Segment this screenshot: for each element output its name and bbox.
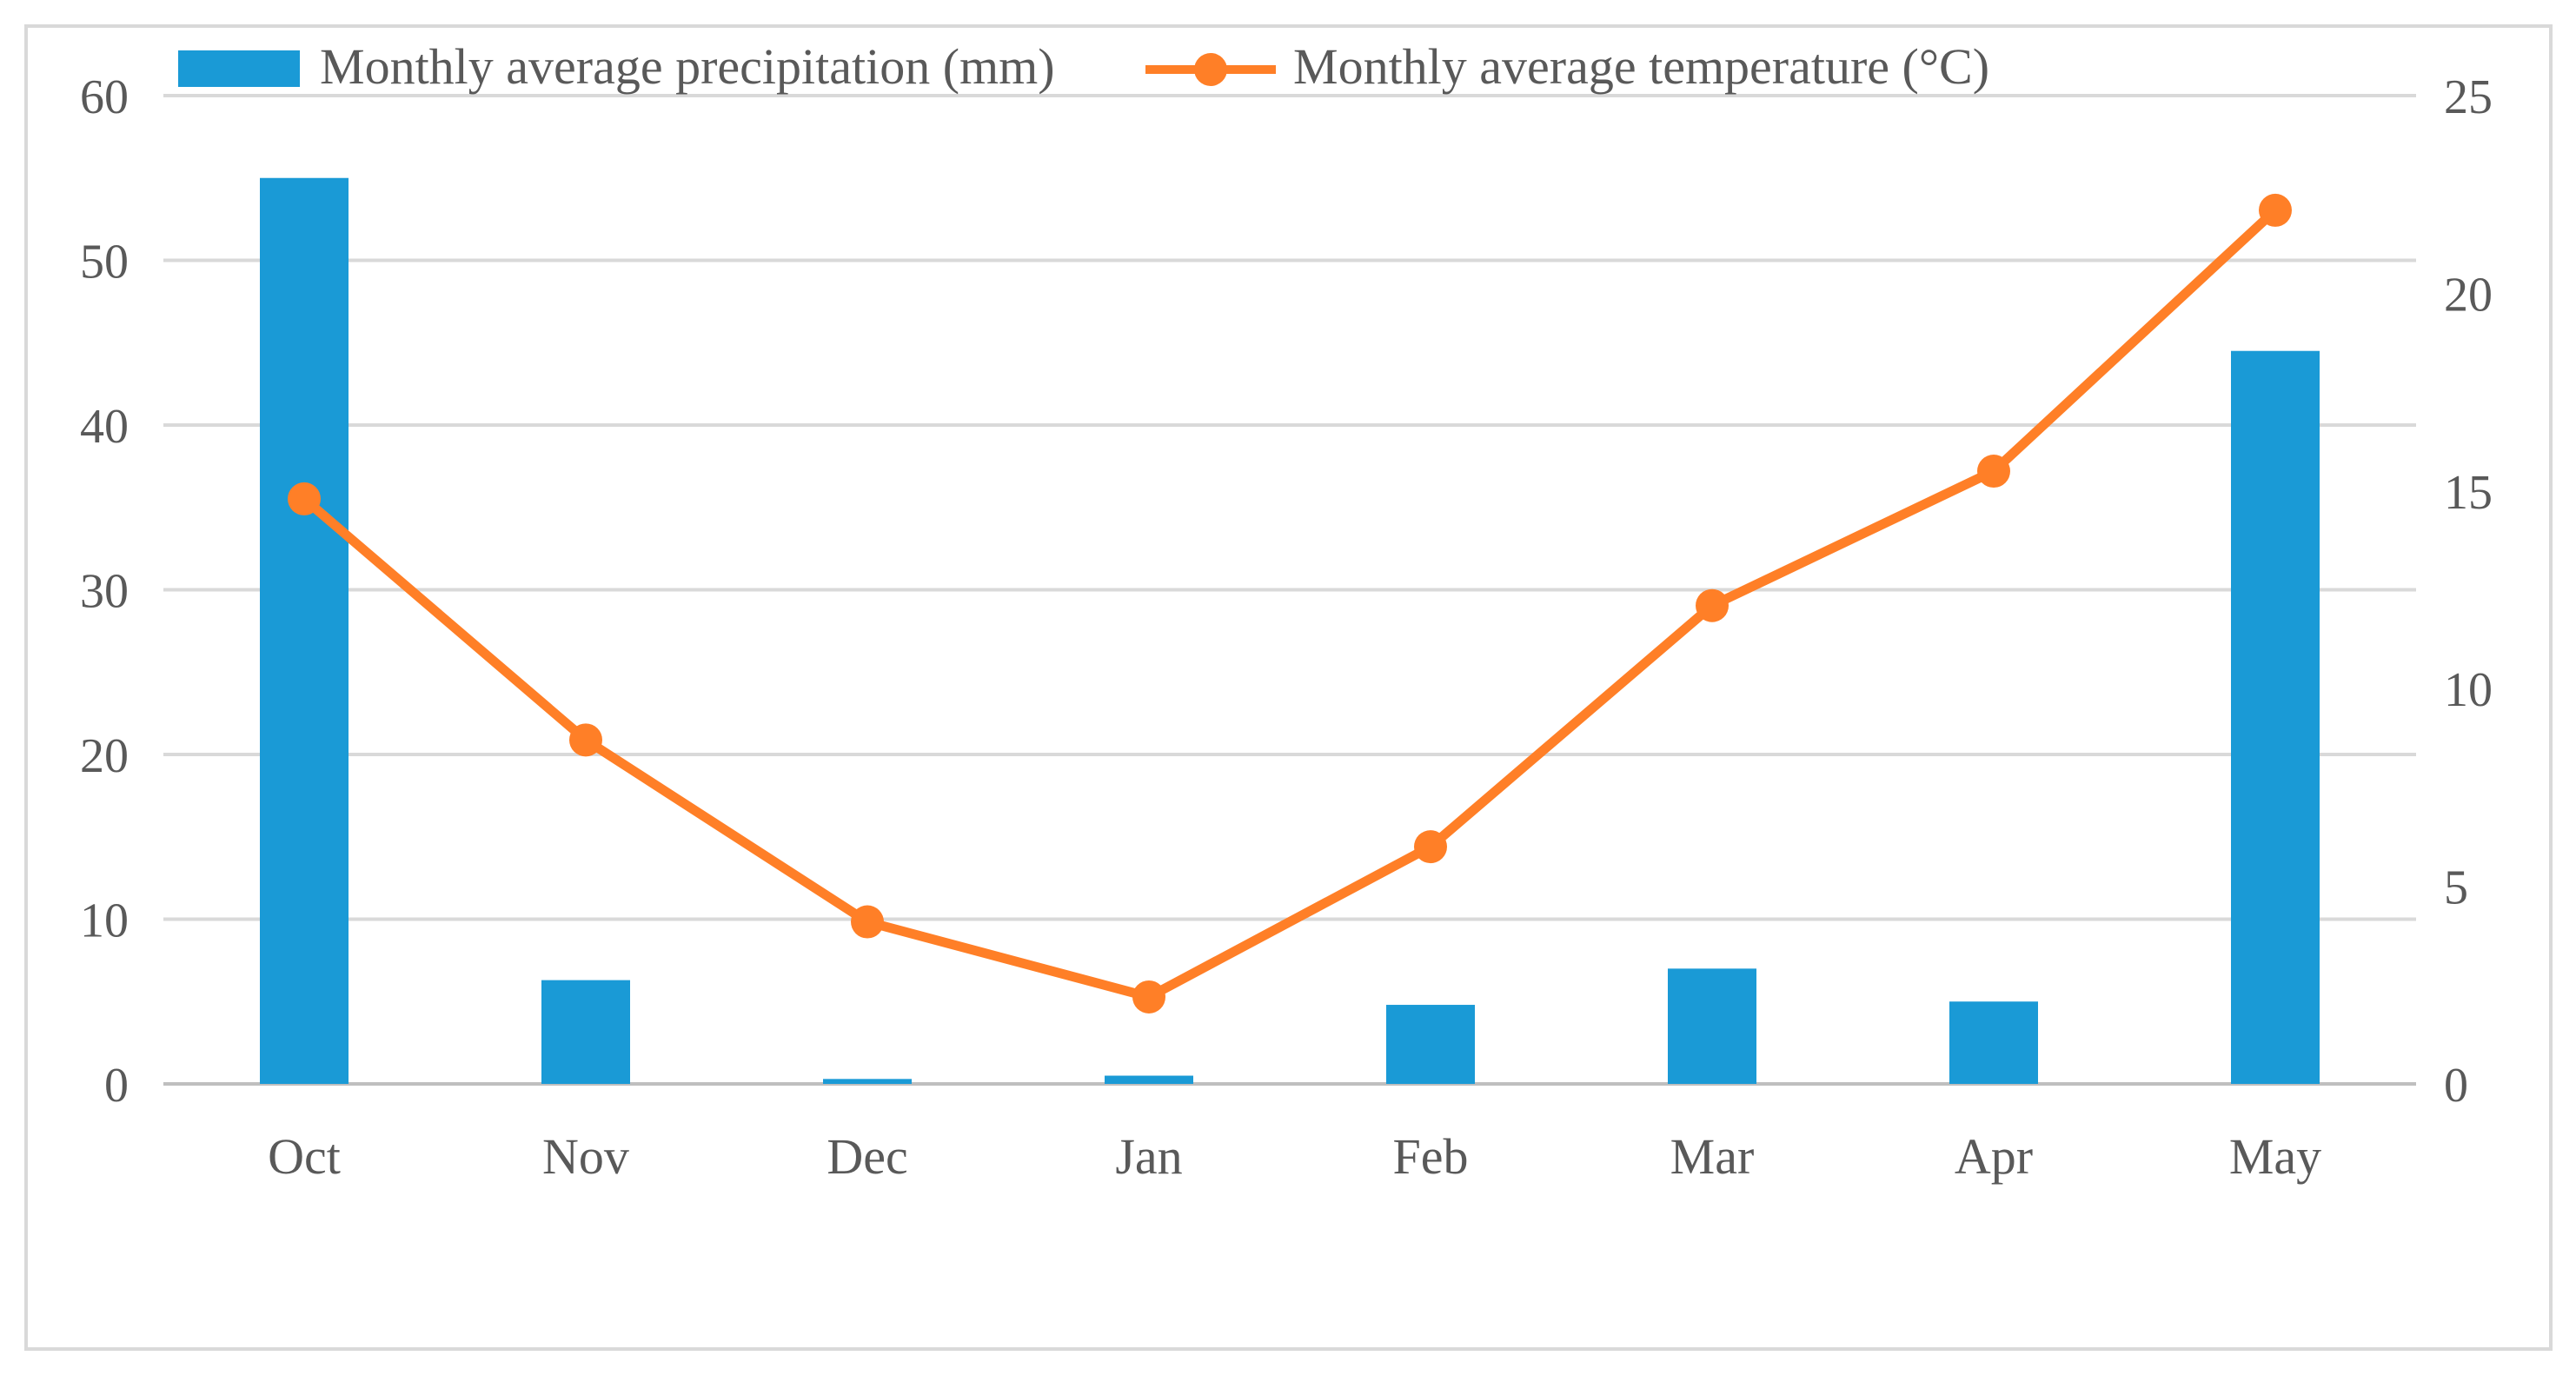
y-left-tick-label: 10 (80, 894, 129, 948)
temperature-point (1414, 830, 1447, 864)
x-tick-label: Nov (542, 1128, 629, 1185)
temperature-point (1696, 588, 1729, 622)
bars-layer (260, 177, 2320, 1085)
x-tick-label: Feb (1393, 1128, 1469, 1185)
legend-marker-temperature (1194, 53, 1227, 86)
temperature-point (2259, 193, 2292, 227)
temperature-point (1977, 455, 2010, 488)
axis-layer: 0 10 20 30 40 50 60 0 5 10 15 20 25 Oct Nov Dec Jan Feb Ma… (80, 70, 2493, 1185)
y-left-tick-label: 60 (80, 70, 129, 124)
chart-frame (24, 24, 2553, 1351)
y-right-tick-label: 5 (2444, 861, 2468, 915)
grid-layer (163, 94, 2416, 1086)
bar-precipitation (823, 1079, 912, 1084)
bar-precipitation (1105, 1075, 1193, 1084)
legend-swatch-precipitation (178, 50, 300, 87)
x-tick-label: Dec (827, 1128, 907, 1185)
y-left-tick-label: 40 (80, 400, 129, 454)
legend-label-precipitation: Monthly average precipitation (mm) (320, 38, 1055, 95)
temperature-point (288, 482, 321, 515)
y-right-tick-label: 15 (2444, 466, 2493, 520)
y-right-tick-label: 10 (2444, 663, 2493, 717)
bar-precipitation (1668, 968, 1756, 1084)
bar-precipitation (541, 980, 630, 1084)
temperature-point (851, 905, 884, 939)
x-tick-label: May (2229, 1128, 2321, 1185)
temperature-line (299, 205, 2281, 1002)
bar-precipitation (2231, 350, 2320, 1085)
x-tick-label: Mar (1670, 1128, 1755, 1185)
y-left-tick-label: 50 (80, 236, 129, 289)
y-right-tick-label: 20 (2444, 268, 2493, 322)
bar-precipitation (1949, 1001, 2038, 1084)
line-layer (288, 193, 2292, 1014)
x-tick-label: Apr (1955, 1128, 2033, 1185)
temperature-point (1132, 980, 1165, 1014)
y-left-tick-label: 0 (104, 1059, 129, 1113)
legend-label-temperature: Monthly average temperature (°C) (1293, 38, 1989, 95)
legend: Monthly average precipitation (mm) Month… (178, 38, 1989, 95)
y-left-tick-label: 20 (80, 729, 129, 783)
y-right-tick-label: 0 (2444, 1059, 2468, 1113)
temperature-point (569, 723, 602, 757)
bar-precipitation (260, 177, 349, 1084)
y-left-tick-label: 30 (80, 565, 129, 619)
x-tick-label: Oct (268, 1128, 341, 1185)
x-tick-label: Jan (1115, 1128, 1182, 1185)
y-right-tick-label: 25 (2444, 70, 2493, 124)
bar-precipitation (1386, 1005, 1475, 1084)
